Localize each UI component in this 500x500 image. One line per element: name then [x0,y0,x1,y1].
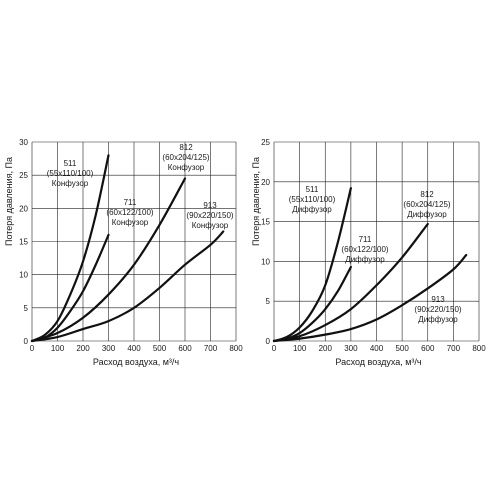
x-tick-label: 600 [178,344,192,353]
grid [31,141,237,342]
x-tick-label: 200 [76,344,90,353]
x-tick-label: 700 [447,344,461,353]
series-annotation-line: (60x122/100) [341,245,388,254]
series-line-511 [30,154,110,343]
series-annotation-line: 511 [306,185,319,194]
x-tick-label: 100 [293,344,307,353]
y-tick-label: 15 [19,238,28,247]
x-axis-title: Расход воздуха, м³/ч [93,357,180,367]
x-axis-title: Расход воздуха, м³/ч [335,357,422,367]
series-annotation-line: Конфузор [112,218,149,227]
series-annotation-line: Диффузор [345,255,385,264]
series-annotation-line: 711 [124,198,137,207]
series-line-511 [272,187,352,343]
y-tick-label: 20 [261,178,270,187]
y-tick-label: 0 [24,337,29,346]
x-tick-label: 100 [51,344,65,353]
series-annotation-line: Диффузор [407,210,447,219]
x-tick-label: 500 [153,344,167,353]
series-annotation-511: 511 (55x110/100) Диффузор [289,185,336,214]
series-annotation-511: 511 (55x110/100) Конфузор [47,159,94,188]
series-annotation-812: 812 (60x204/125) Диффузор [403,190,450,219]
y-tick-label: 5 [24,304,29,313]
series-line-913 [272,253,468,343]
y-axis-title: Потеря давления, Па [251,157,261,246]
series-annotation-line: 913 [203,201,217,210]
y-tick-label: 25 [19,171,28,180]
y-tick-label: 15 [261,218,270,227]
y-tick-label: 5 [266,297,271,306]
y-axis-title: Потеря давления, Па [4,157,14,246]
x-tick-label: 700 [204,344,218,353]
chart-confuser: 0 100 200 300 400 500 600 700 800 0 5 10 15 20 25 30 Рас… [4,138,243,367]
series-annotation-913: 913 (90x220/150) Диффузор [414,295,461,324]
series-annotation-line: (90x220/150) [186,211,233,220]
series-annotation-line: Конфузор [52,179,89,188]
series-annotation-line: Диффузор [292,205,332,214]
y-tick-label: 30 [19,138,28,147]
series-line-812 [30,177,187,343]
y-tick-label: 0 [266,337,271,346]
x-tick-label: 400 [127,344,141,353]
x-tick-label: 300 [344,344,358,353]
x-tick-label: 0 [272,344,277,353]
x-tick-label: 200 [319,344,333,353]
series-line-913 [30,230,225,343]
y-tick-label: 25 [261,138,270,147]
series-annotation-line: 812 [179,143,193,152]
series-annotation-line: (55x110/100) [47,169,94,178]
x-tick-label: 600 [421,344,435,353]
x-tick-label: 300 [102,344,116,353]
series-annotation-line: Конфузор [168,163,205,172]
series-annotation-line: Диффузор [418,315,458,324]
x-tick-label: 800 [472,344,486,353]
series-annotation-913: 913 (90x220/150) Конфузор [186,201,233,230]
x-tick-label: 0 [30,344,35,353]
series-annotation-line: (60x204/125) [162,153,209,162]
series-annotation-812: 812 (60x204/125) Конфузор [162,143,209,172]
chart-diffuser: 0 100 200 300 400 500 600 700 800 0 5 10 15 20 25 Расхо… [251,138,486,367]
series-line-711 [272,265,352,343]
series-annotation-line: 913 [431,295,445,304]
x-tick-label: 800 [229,344,243,353]
series-annotation-line: Конфузор [192,221,229,230]
series-annotation-711: 711 (60x122/100) Диффузор [341,235,388,264]
series-annotation-line: (60x204/125) [403,200,450,209]
y-tick-label: 10 [19,271,28,280]
y-tick-label: 20 [19,204,28,213]
series-annotation-line: (60x122/100) [106,208,153,217]
y-tick-label: 10 [261,257,270,266]
series-annotation-line: 711 [359,235,372,244]
series-annotation-line: (55x110/100) [289,195,336,204]
x-tick-label: 400 [370,344,384,353]
series-annotation-line: 511 [64,159,77,168]
series-annotation-line: 812 [420,190,434,199]
series-annotation-line: (90x220/150) [414,305,461,314]
series-line-812 [272,222,429,343]
series-annotation-711: 711 (60x122/100) Конфузор [106,198,153,227]
x-tick-label: 500 [395,344,409,353]
